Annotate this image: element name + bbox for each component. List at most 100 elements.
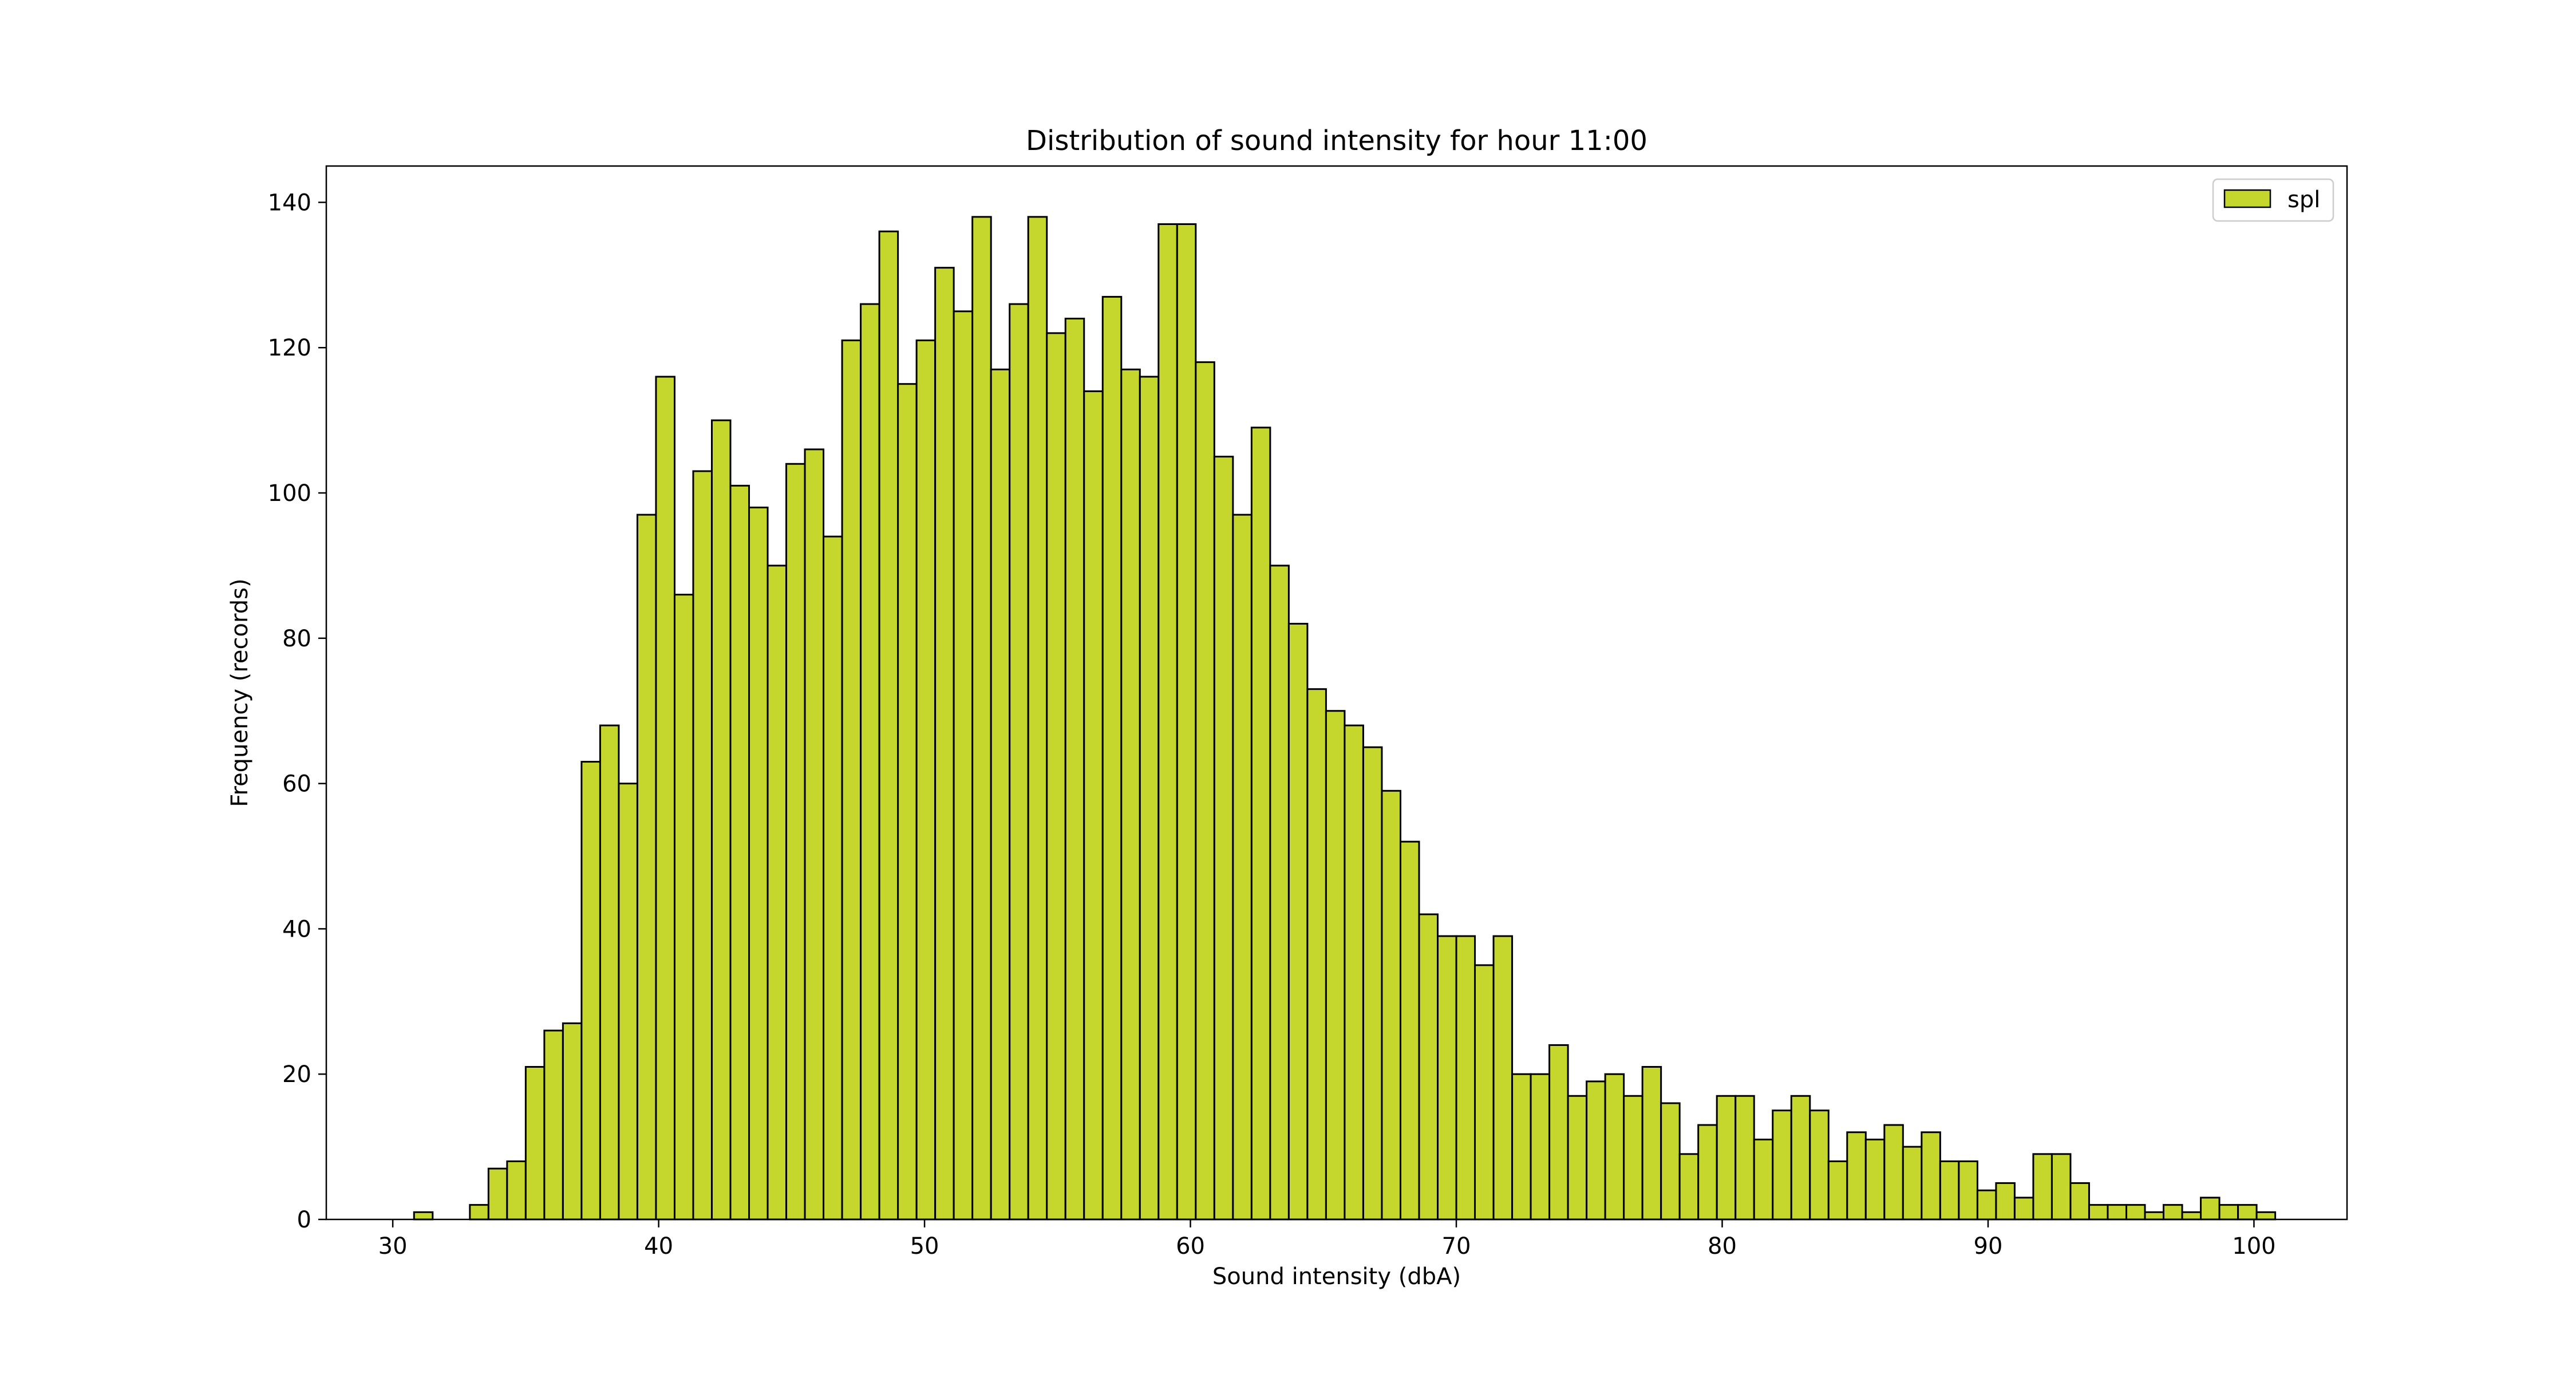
histogram-bar <box>1381 789 1401 1221</box>
histogram-bar <box>1772 1110 1792 1221</box>
histogram-bar <box>2069 1182 2090 1221</box>
histogram-bar <box>1306 688 1327 1221</box>
histogram-bar <box>1548 1044 1569 1221</box>
histogram-bar <box>1064 317 1085 1221</box>
histogram-bar <box>1157 223 1178 1221</box>
histogram-bar <box>1883 1124 1904 1221</box>
x-axis-ticks: 30 40 50 60 70 80 90 100 <box>378 1219 2276 1260</box>
legend-swatch <box>2223 189 2271 208</box>
histogram-bar <box>990 368 1011 1221</box>
x-tick-label: 100 <box>2232 1233 2275 1260</box>
histogram-bar <box>1697 1124 1718 1221</box>
x-tick-label: 30 <box>378 1233 408 1260</box>
histogram-bar <box>1660 1102 1681 1221</box>
histogram-bar <box>1678 1153 1700 1221</box>
chart-title: Distribution of sound intensity for hour… <box>1026 125 1647 157</box>
histogram-bar <box>1027 216 1048 1221</box>
histogram-bar <box>710 419 732 1221</box>
histogram-bar <box>934 267 955 1221</box>
histogram-bar <box>878 230 899 1221</box>
x-axis-label: Sound intensity (dbA) <box>1212 1264 1461 1290</box>
histogram-bar <box>1399 840 1420 1221</box>
histogram-bar <box>823 535 843 1221</box>
histogram-bar <box>562 1022 583 1221</box>
histogram-bar <box>413 1211 434 1221</box>
histogram-bar <box>2181 1211 2202 1221</box>
histogram-bar <box>1641 1066 1662 1221</box>
histogram-bar <box>673 594 694 1221</box>
histogram-bar <box>1790 1095 1811 1221</box>
histogram-bar <box>2255 1211 2277 1221</box>
y-tick-label: 60 <box>282 771 311 797</box>
histogram-bar <box>1437 935 1457 1221</box>
histogram-bar <box>748 506 769 1221</box>
legend: spl <box>2212 178 2334 222</box>
histogram-bar <box>1809 1110 1830 1221</box>
histogram-bar <box>729 484 750 1221</box>
x-tick-label: 70 <box>1442 1233 1471 1260</box>
histogram-bar <box>618 783 638 1221</box>
histogram-bar <box>1362 746 1383 1221</box>
y-axis-ticks: 0 20 40 60 80 100 120 140 <box>268 189 326 1233</box>
histogram-bar <box>1009 303 1029 1221</box>
histogram-bar <box>655 376 675 1221</box>
y-tick-label: 100 <box>268 480 311 507</box>
histogram-bar <box>599 724 620 1221</box>
histogram-bar <box>1120 368 1141 1221</box>
histogram-bar <box>469 1204 489 1221</box>
histogram-bar <box>1530 1073 1551 1221</box>
histogram-bar <box>1213 456 1234 1221</box>
histogram-bar <box>860 303 880 1221</box>
histogram-bar <box>1511 1073 1532 1221</box>
histogram-bar <box>2144 1211 2165 1221</box>
y-tick-label: 80 <box>282 626 311 652</box>
histogram-bar <box>636 514 657 1221</box>
histogram-bar <box>1269 564 1290 1221</box>
legend-label: spl <box>2287 187 2320 213</box>
x-tick-label: 80 <box>1708 1233 1737 1260</box>
histogram-bar <box>2013 1197 2034 1221</box>
histogram-bar <box>1716 1095 1737 1221</box>
histogram-bar <box>1418 913 1439 1221</box>
y-tick-label: 0 <box>297 1207 311 1233</box>
histogram-bar <box>1287 622 1309 1221</box>
histogram-bar <box>2032 1153 2053 1221</box>
histogram-bar <box>2125 1204 2146 1221</box>
x-tick-label: 90 <box>1974 1233 2003 1260</box>
histogram-bar <box>1492 935 1514 1221</box>
histogram-bar <box>1921 1131 1941 1221</box>
histogram-bar <box>1567 1095 1588 1221</box>
histogram-bar <box>1958 1160 1978 1221</box>
histogram-bar <box>2237 1204 2258 1221</box>
histogram-bar <box>897 383 918 1221</box>
histogram-bar <box>1604 1073 1625 1221</box>
bars-group <box>413 216 2277 1221</box>
histogram-bar <box>2218 1204 2239 1221</box>
histogram-bar <box>487 1167 508 1221</box>
x-tick-label: 60 <box>1176 1233 1205 1260</box>
histogram-bar <box>1176 223 1197 1221</box>
histogram-bar <box>1976 1189 1997 1221</box>
histogram-bar <box>785 463 806 1221</box>
histogram-bar <box>804 448 825 1221</box>
y-axis-label: Frequency (records) <box>227 578 253 807</box>
histogram-bar <box>1995 1182 2016 1221</box>
y-tick-label: 120 <box>268 335 311 361</box>
histogram-bar <box>2200 1197 2221 1221</box>
x-tick-label: 40 <box>644 1233 673 1260</box>
histogram-bar <box>692 470 713 1221</box>
y-tick-label: 40 <box>282 916 311 942</box>
histogram-bar <box>1939 1160 1960 1221</box>
histogram-bar <box>971 216 992 1221</box>
x-tick-label: 50 <box>910 1233 939 1260</box>
histogram-bar <box>767 564 788 1221</box>
histogram-bar <box>1195 361 1215 1221</box>
histogram-bar <box>1455 935 1476 1221</box>
histogram-bar <box>2163 1204 2183 1221</box>
histogram-bar <box>1735 1095 1755 1221</box>
histogram-bar <box>1046 332 1066 1221</box>
histogram-bar <box>1846 1131 1867 1221</box>
y-tick-label: 20 <box>282 1061 311 1088</box>
histogram-bar <box>1827 1160 1848 1221</box>
histogram-bar <box>1232 514 1253 1221</box>
